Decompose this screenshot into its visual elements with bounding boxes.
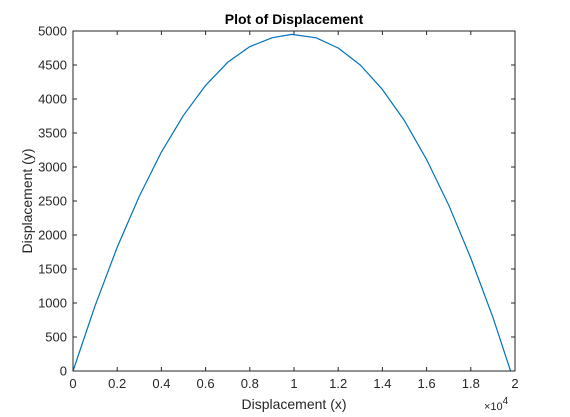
y-tick-label: 1000 (38, 296, 67, 311)
y-tick-label: 3500 (38, 126, 67, 141)
x-tick-label: 1.4 (373, 376, 391, 391)
x-axis-label: Displacement (x) (241, 396, 346, 412)
y-tick-label: 5000 (38, 24, 67, 39)
y-tick-label: 500 (45, 330, 67, 345)
x-tick-label: 1.6 (418, 376, 436, 391)
x-tick-label: 1.2 (329, 376, 347, 391)
y-tick-label: 4500 (38, 58, 67, 73)
y-tick-label: 0 (60, 364, 67, 379)
y-axis-label: Displacement (y) (19, 148, 35, 253)
y-tick-label: 3000 (38, 160, 67, 175)
x-tick-label: 0.6 (197, 376, 215, 391)
x-tick-label: 0.8 (241, 376, 259, 391)
ticks-layer: 0 0.2 0.4 0.6 0.8 1 1.2 1.4 1.6 1.8 2 0 500 1000 1500 2… (38, 24, 519, 392)
x-axis-multiplier: ×104 (484, 396, 509, 413)
chart-title: Plot of Displacement (225, 11, 364, 27)
plot-area-background (73, 31, 515, 371)
x-tick-label: 1 (290, 376, 297, 391)
x-tick-label: 2 (511, 376, 518, 391)
x-axis-multiplier-exponent: 4 (503, 396, 509, 407)
axes-box (72, 30, 516, 372)
x-axis-multiplier-base: ×10 (484, 401, 503, 413)
y-tick-label: 2500 (38, 194, 67, 209)
x-tick-label: 0.2 (108, 376, 126, 391)
y-tick-label: 2000 (38, 228, 67, 243)
x-tick-label: 0.4 (152, 376, 170, 391)
series-layer (72, 33, 512, 372)
y-tick-label: 1500 (38, 262, 67, 277)
displacement-line (72, 33, 512, 372)
x-tick-label: 1.8 (462, 376, 480, 391)
y-tick-label: 4000 (38, 92, 67, 107)
x-tick-label: 0 (69, 376, 76, 391)
